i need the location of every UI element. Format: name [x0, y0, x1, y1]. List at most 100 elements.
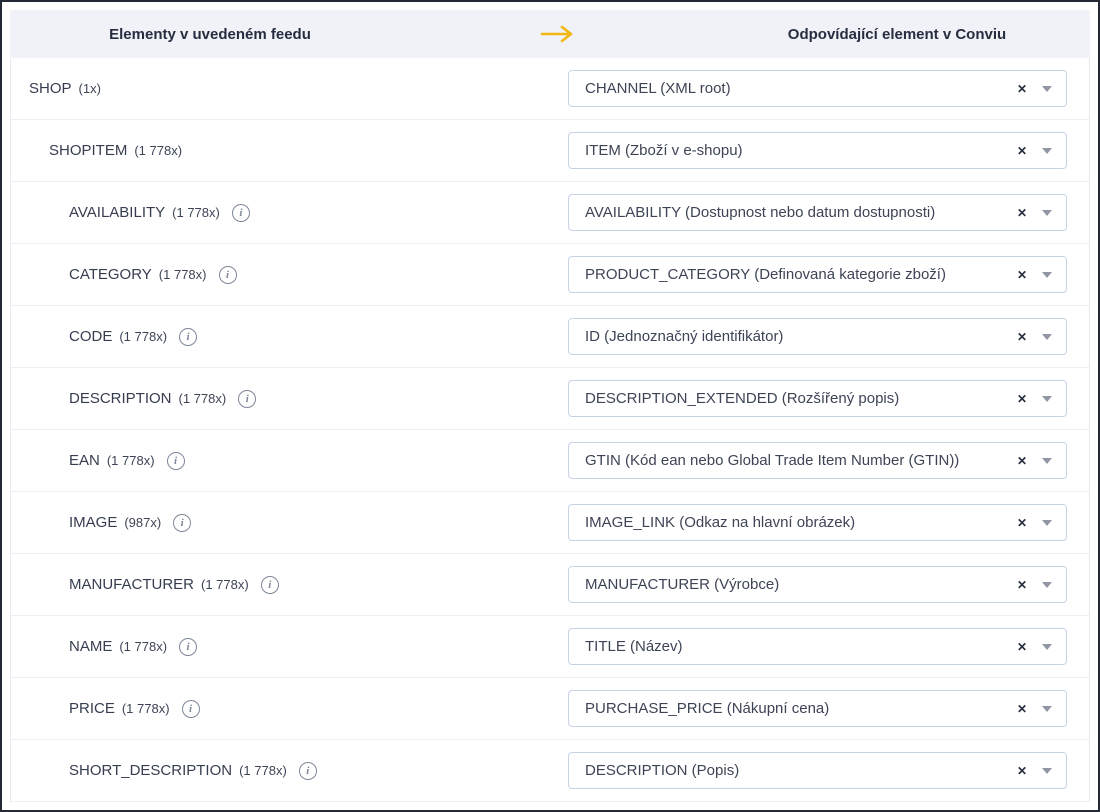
clear-icon[interactable]: ✕ [1016, 639, 1027, 654]
caret-down-icon[interactable] [1042, 209, 1052, 216]
clear-icon[interactable]: ✕ [1016, 143, 1027, 158]
feed-element-name: AVAILABILITY [69, 204, 166, 221]
selected-option-label: PURCHASE_PRICE (Nákupní cena) [585, 700, 830, 717]
conviu-element-select[interactable]: CHANNEL (XML root) ✕ [568, 70, 1067, 107]
feed-element-count: (1 778x) [178, 391, 227, 406]
table-row: CODE (1 778x) i ID (Jednoznačný identifi… [11, 306, 1089, 368]
conviu-element-select[interactable]: ITEM (Zboží v e-shopu) ✕ [568, 132, 1067, 169]
conviu-element-select[interactable]: PRODUCT_CATEGORY (Definovaná kategorie z… [568, 256, 1067, 293]
table-row: CATEGORY (1 778x) i PRODUCT_CATEGORY (De… [11, 244, 1089, 306]
feed-element-count: (1 778x) [119, 639, 168, 654]
selected-option-label: CHANNEL (XML root) [585, 80, 731, 97]
feed-element-count: (1 778x) [158, 267, 207, 282]
table-row: SHOP (1x) CHANNEL (XML root) ✕ [11, 58, 1089, 120]
clear-icon[interactable]: ✕ [1016, 391, 1027, 406]
caret-down-icon[interactable] [1042, 519, 1052, 526]
conviu-element-cell: MANUFACTURER (Výrobce) ✕ [568, 566, 1089, 603]
conviu-element-select[interactable]: IMAGE_LINK (Odkaz na hlavní obrázek) ✕ [568, 504, 1067, 541]
caret-down-icon[interactable] [1042, 581, 1052, 588]
conviu-element-select[interactable]: TITLE (Název) ✕ [568, 628, 1067, 665]
conviu-element-select[interactable]: DESCRIPTION_EXTENDED (Rozšířený popis) ✕ [568, 380, 1067, 417]
feed-element-count: (1 778x) [134, 143, 183, 158]
conviu-element-cell: ID (Jednoznačný identifikátor) ✕ [568, 318, 1089, 355]
conviu-element-select[interactable]: PURCHASE_PRICE (Nákupní cena) ✕ [568, 690, 1067, 727]
clear-icon[interactable]: ✕ [1016, 267, 1027, 282]
selected-option-label: IMAGE_LINK (Odkaz na hlavní obrázek) [585, 514, 856, 531]
caret-down-icon[interactable] [1042, 705, 1052, 712]
conviu-element-select[interactable]: GTIN (Kód ean nebo Global Trade Item Num… [568, 442, 1067, 479]
feed-element-name: IMAGE [69, 514, 118, 531]
feed-element-cell: EAN (1 778x) i [11, 451, 568, 470]
clear-icon[interactable]: ✕ [1016, 577, 1027, 592]
feed-element-name: NAME [69, 638, 113, 655]
feed-element-count: (1x) [78, 81, 101, 96]
clear-icon[interactable]: ✕ [1016, 329, 1027, 344]
arrow-right-icon [540, 25, 573, 43]
table-row: SHORT_DESCRIPTION (1 778x) i DESCRIPTION… [11, 740, 1089, 802]
info-icon[interactable]: i [181, 699, 200, 718]
conviu-element-cell: DESCRIPTION (Popis) ✕ [568, 752, 1089, 789]
feed-element-name: MANUFACTURER [69, 576, 195, 593]
feed-element-name: SHOPITEM [49, 142, 128, 159]
conviu-element-select[interactable]: DESCRIPTION (Popis) ✕ [568, 752, 1067, 789]
caret-down-icon[interactable] [1042, 333, 1052, 340]
feed-element-cell: PRICE (1 778x) i [11, 699, 568, 718]
clear-icon[interactable]: ✕ [1016, 515, 1027, 530]
feed-element-name: CATEGORY [69, 266, 152, 283]
table-row: AVAILABILITY (1 778x) i AVAILABILITY (Do… [11, 182, 1089, 244]
feed-element-name: PRICE [69, 700, 115, 717]
conviu-element-cell: TITLE (Název) ✕ [568, 628, 1089, 665]
info-icon[interactable]: i [231, 203, 250, 222]
caret-down-icon[interactable] [1042, 147, 1052, 154]
feed-element-count: (1 778x) [121, 701, 170, 716]
feed-element-name: SHORT_DESCRIPTION [69, 762, 233, 779]
clear-icon[interactable]: ✕ [1016, 81, 1027, 96]
conviu-element-cell: DESCRIPTION_EXTENDED (Rozšířený popis) ✕ [568, 380, 1089, 417]
conviu-element-select[interactable]: MANUFACTURER (Výrobce) ✕ [568, 566, 1067, 603]
conviu-element-cell: PURCHASE_PRICE (Nákupní cena) ✕ [568, 690, 1089, 727]
caret-down-icon[interactable] [1042, 271, 1052, 278]
feed-element-cell: AVAILABILITY (1 778x) i [11, 203, 568, 222]
conviu-element-select[interactable]: ID (Jednoznačný identifikátor) ✕ [568, 318, 1067, 355]
caret-down-icon[interactable] [1042, 457, 1052, 464]
feed-element-count: (1 778x) [119, 329, 168, 344]
feed-element-cell: SHOP (1x) [11, 80, 568, 97]
feed-element-cell: NAME (1 778x) i [11, 637, 568, 656]
caret-down-icon[interactable] [1042, 643, 1052, 650]
feed-element-name: DESCRIPTION [69, 390, 172, 407]
conviu-element-cell: ITEM (Zboží v e-shopu) ✕ [568, 132, 1089, 169]
header-conviu-elements: Odpovídající element v Conviu [787, 25, 1007, 43]
clear-icon[interactable]: ✕ [1016, 763, 1027, 778]
feed-element-cell: SHORT_DESCRIPTION (1 778x) i [11, 761, 568, 780]
feed-element-cell: CODE (1 778x) i [11, 327, 568, 346]
clear-icon[interactable]: ✕ [1016, 205, 1027, 220]
table-row: MANUFACTURER (1 778x) i MANUFACTURER (Vý… [11, 554, 1089, 616]
conviu-element-select[interactable]: AVAILABILITY (Dostupnost nebo datum dost… [568, 194, 1067, 231]
mapping-table-body: SHOP (1x) CHANNEL (XML root) ✕ SHOPITEM … [10, 58, 1090, 802]
table-row: NAME (1 778x) i TITLE (Název) ✕ [11, 616, 1089, 678]
feed-element-cell: SHOPITEM (1 778x) [11, 142, 568, 159]
info-icon[interactable]: i [298, 761, 317, 780]
info-icon[interactable]: i [173, 513, 192, 532]
feed-element-name: CODE [69, 328, 113, 345]
info-icon[interactable]: i [238, 389, 257, 408]
caret-down-icon[interactable] [1042, 395, 1052, 402]
clear-icon[interactable]: ✕ [1016, 701, 1027, 716]
info-icon[interactable]: i [218, 265, 237, 284]
feed-element-name: EAN [69, 452, 100, 469]
info-icon[interactable]: i [179, 327, 198, 346]
caret-down-icon[interactable] [1042, 85, 1052, 92]
feed-element-cell: MANUFACTURER (1 778x) i [11, 575, 568, 594]
info-icon[interactable]: i [166, 451, 185, 470]
caret-down-icon[interactable] [1042, 767, 1052, 774]
header-feed-elements: Elementy v uvedeném feedu [109, 25, 311, 43]
info-icon[interactable]: i [260, 575, 279, 594]
conviu-element-cell: GTIN (Kód ean nebo Global Trade Item Num… [568, 442, 1089, 479]
clear-icon[interactable]: ✕ [1016, 453, 1027, 468]
selected-option-label: ID (Jednoznačný identifikátor) [585, 328, 784, 345]
header-arrow-cell [410, 23, 704, 45]
info-icon[interactable]: i [179, 637, 198, 656]
conviu-element-cell: AVAILABILITY (Dostupnost nebo datum dost… [568, 194, 1089, 231]
feed-element-count: (1 778x) [106, 453, 155, 468]
